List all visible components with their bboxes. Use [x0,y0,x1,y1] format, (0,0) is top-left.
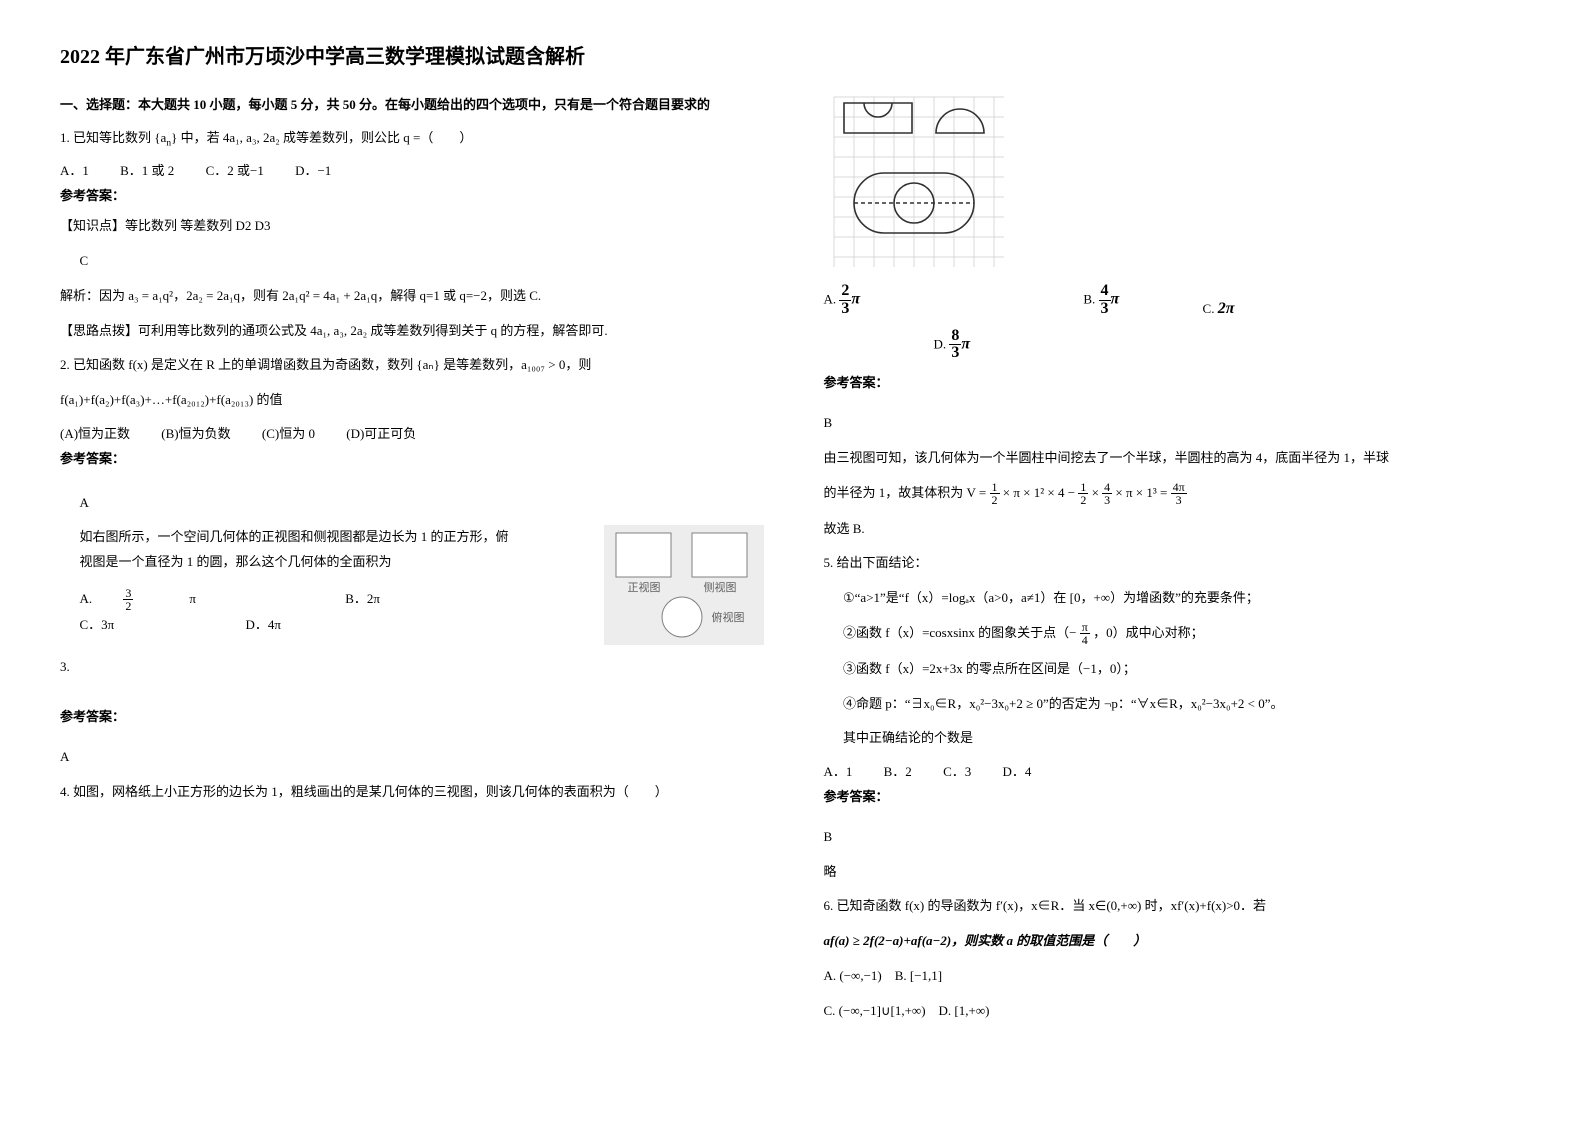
page-title: 2022 年广东省广州市万顷沙中学高三数学理模拟试题含解析 [60,40,1527,69]
q5-extra: 略 [824,860,1528,885]
q4-opt-c: C. 2π [1203,300,1235,318]
q4-c-pre: C. [1203,301,1215,316]
question-6-stem-b: af(a) ≥ 2f(2−a)+af(a−2)，则实数 a 的取值范围是（ ） [824,929,1528,954]
q4-d-suf: π [961,335,970,352]
q5-answer-label: 参考答案： [824,786,1528,805]
q4-b-n: 4 [1099,283,1111,301]
q1-opt-b: B．1 或 2 [120,160,174,179]
q5-item-1: ①“a>1”是“f（x）=logₐx（a>0，a≠1）在 [0，+∞）为增函数”… [843,586,1527,611]
q6-options-1: A. (−∞,−1) B. [−1,1] [824,964,1528,989]
q2-opt-a: (A)恒为正数 [60,423,130,442]
q1-opt-c: C．2 或−1 [206,160,264,179]
q3-opt-a: A. 32 π [80,585,224,614]
left-column: 一、选择题：本大题共 10 小题，每小题 5 分，共 50 分。在每小题给出的四… [60,87,764,1033]
q1-opt-a: A．1 [60,160,89,179]
q4-explain-b: 的半径为 1，故其体积为 V = 12 × π × 1² × 4 − 12 × … [824,481,1528,507]
q5-opt-a: A．1 [824,761,853,780]
q4-d-n: 8 [949,328,961,346]
q4-a-pre: A. [824,291,837,306]
q3-diagram-svg: 正视图 侧视图 俯视图 [604,525,764,645]
q4-b-pre: B. [1083,291,1095,306]
q4-volume-formula: V = 12 × π × 1² × 4 − 12 × 43 × π × 1³ =… [967,485,1187,500]
q2-answer-letter: A [80,491,764,516]
q3-label-front: 正视图 [627,580,660,594]
q3-a-num: 3 [123,587,133,601]
q3-answer-letter: A [60,745,764,770]
q5-opt-b: B．2 [884,761,912,780]
two-column-layout: 一、选择题：本大题共 10 小题，每小题 5 分，共 50 分。在每小题给出的四… [60,87,1527,1033]
q3-answer-label: 参考答案： [60,706,764,725]
q5-opt-c: C．3 [943,761,971,780]
q3-a-den: 2 [123,600,133,613]
q4-a-d: 3 [839,301,851,318]
q2-opt-c: (C)恒为 0 [262,423,315,442]
q1-analysis: 解析：因为 a₃ = a₁q²，2a₂ = 2a₁q，则有 2a₁q² = 4a… [60,284,764,309]
q6-stem-b-text: af(a) ≥ 2f(2−a)+af(a−2)，则实数 a 的取值范围是（ ） [824,933,1147,948]
question-2: 2. 已知函数 f(x) 是定义在 R 上的单调增函数且为奇函数，数列 {aₙ}… [60,353,764,378]
q3-opt-b: B．2π [345,585,380,614]
q4-opt-b: B. 43π [1083,283,1119,318]
q5-item-4: ④命题 p：“∃x₀∈R，x₀²−3x₀+2 ≥ 0”的否定为 ¬p：“∀x∈R… [843,692,1527,717]
q1-knowledge: 【知识点】等比数列 等差数列 D2 D3 [60,214,764,239]
q5-item-3: ③函数 f（x）=2x+3x 的零点所在区间是（−1，0）； [843,657,1527,682]
q3-number: 3. [60,655,764,680]
q1-answer-label: 参考答案： [60,185,764,204]
q5-i2-b: ，0）成中心对称； [1093,625,1204,640]
q2-answer-label: 参考答案： [60,448,764,467]
question-5-stem: 5. 给出下面结论： [824,551,1528,576]
q4-options-row2: D. 83π [824,328,1528,363]
question-1: 1. 已知等比数列 {an} 中，若 4a₁, a₃, 2a₂ 成等差数列，则公… [60,126,764,151]
q3-opt-a-label: A. [80,585,93,614]
q4-answer-label: 参考答案： [824,372,1528,391]
q4-options-row1: A. 23π B. 43π C. 2π [824,283,1528,318]
q6-options-2: C. (−∞,−1]∪[1,+∞) D. [1,+∞) [824,999,1528,1024]
q5-i2-d: 4 [1080,634,1090,647]
q3-label-top: 俯视图 [711,610,744,624]
q2-opt-d: (D)可正可负 [346,423,416,442]
q4-diagram-svg [824,87,1014,277]
q2-stem-b: f(a₁)+f(a₂)+f(a₃)+…+f(a₂₀₁₂)+f(a₂₀₁₃) 的值 [60,388,764,413]
q4-d-pre: D. [934,336,947,351]
q4-opt-d: D. 83π [934,328,971,363]
q5-i2-n: π [1080,621,1090,635]
q1-stem-a: 1. 已知等比数列 {a [60,130,166,145]
q4-answer-letter: B [824,411,1528,436]
q4-a-n: 2 [839,283,851,301]
q5-answer-letter: B [824,825,1528,850]
q5-opt-d: D．4 [1002,761,1031,780]
q3-label-side: 侧视图 [703,580,736,594]
q1-answer-letter: C [80,249,764,274]
question-3: 正视图 侧视图 俯视图 如右图所示，一个空间几何体的正视图和侧视图都是边长为 1… [60,525,764,645]
right-column: A. 23π B. 43π C. 2π D. 83π 参考答案： B 由三视图可… [824,87,1528,1033]
q4-b-d: 3 [1099,301,1111,318]
question-4-stem: 4. 如图，网格纸上小正方形的边长为 1，粗线画出的是某几何体的三视图，则该几何… [60,780,764,805]
q3-a-suf: π [189,585,196,614]
q4-c-val: 2π [1218,300,1235,317]
q3-diagram: 正视图 侧视图 俯视图 [604,525,764,645]
q4-b-suf: π [1111,290,1120,307]
q1-options: A．1 B．1 或 2 C．2 或−1 D．−1 [60,160,764,179]
q2-stem-a: 2. 已知函数 f(x) 是定义在 R 上的单调增函数且为奇函数，数列 {aₙ}… [60,357,591,372]
q3-opt-d: D．4π [246,613,281,638]
q5-item-2: ②函数 f（x）=cosxsinx 的图象关于点（− π4 ，0）成中心对称； [843,621,1527,647]
q1-stem-b: } 中，若 4a₁, a₃, 2a₂ 成等差数列，则公比 q =（ ） [171,130,472,145]
q2-opt-b: (B)恒为负数 [161,423,230,442]
section-1-heading: 一、选择题：本大题共 10 小题，每小题 5 分，共 50 分。在每小题给出的四… [60,95,764,116]
q2-options: (A)恒为正数 (B)恒为负数 (C)恒为 0 (D)可正可负 [60,423,764,442]
q4-opt-a: A. 23π [824,283,861,318]
q5-i2-a: ②函数 f（x）=cosxsinx 的图象关于点（− [843,625,1077,640]
q5-tail: 其中正确结论的个数是 [843,726,1527,751]
q1-tip: 【思路点拨】可利用等比数列的通项公式及 4a₁, a₃, 2a₂ 成等差数列得到… [60,319,764,344]
q4-explain-c: 故选 B. [824,517,1528,542]
q4-a-suf: π [851,290,860,307]
q5-options: A．1 B．2 C．3 D．4 [824,761,1528,780]
q4-diagram [824,87,1528,277]
q4-explain-a: 由三视图可知，该几何体为一个半圆柱中间挖去了一个半球，半圆柱的高为 4，底面半径… [824,446,1528,471]
question-6-stem-a: 6. 已知奇函数 f(x) 的导函数为 f′(x)，x∈R．当 x∈(0,+∞)… [824,894,1528,919]
q4-explb-pre: 的半径为 1，故其体积为 [824,485,967,500]
q1-opt-d: D．−1 [295,160,331,179]
q3-opt-c: C．3π [80,613,115,638]
q4-d-d: 3 [949,345,961,362]
